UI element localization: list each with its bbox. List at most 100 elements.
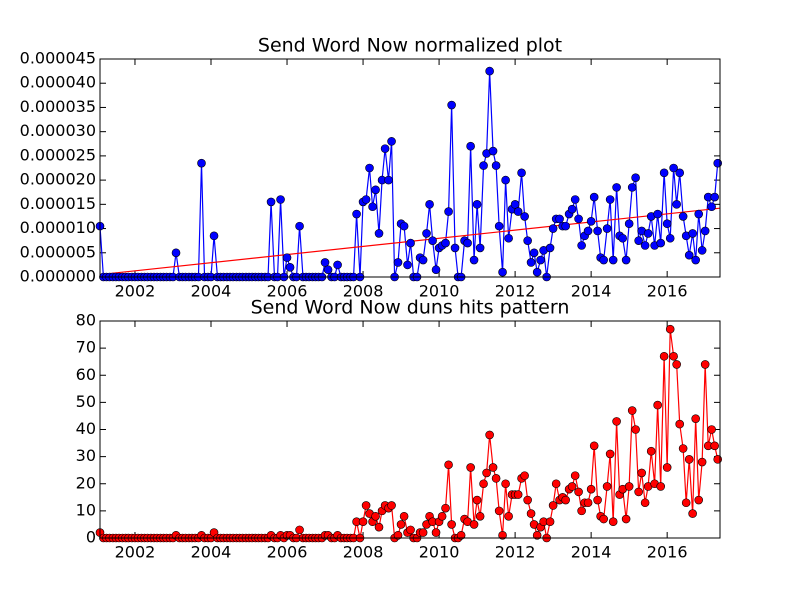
- marker: [548, 224, 558, 233]
- marker: [526, 509, 536, 518]
- marker: [491, 474, 501, 483]
- marker: [532, 267, 542, 277]
- marker: [380, 144, 390, 153]
- marker: [624, 219, 634, 229]
- series-line: [99, 71, 719, 278]
- marker: [700, 226, 710, 236]
- marker: [466, 141, 475, 151]
- y-tick-label: 0.000005: [20, 242, 96, 261]
- marker: [640, 498, 650, 508]
- marker: [688, 509, 697, 518]
- marker: [475, 243, 485, 253]
- marker: [488, 463, 498, 472]
- y-tick-label: 0.000015: [20, 194, 96, 213]
- series-line: [99, 329, 719, 540]
- marker: [425, 200, 434, 209]
- marker: [447, 520, 456, 529]
- marker: [444, 460, 453, 470]
- marker: [602, 482, 612, 491]
- marker: [662, 463, 672, 472]
- marker: [418, 255, 428, 265]
- marker: [437, 511, 447, 521]
- marker: [520, 471, 529, 480]
- marker: [545, 517, 555, 527]
- marker: [577, 506, 586, 516]
- marker: [374, 229, 384, 238]
- marker: [551, 479, 561, 489]
- marker: [406, 525, 415, 535]
- marker: [504, 511, 513, 521]
- x-tick-label: 2012: [495, 282, 536, 301]
- marker: [697, 246, 707, 255]
- marker: [406, 238, 415, 248]
- marker: [447, 100, 456, 110]
- marker: [567, 204, 577, 214]
- marker: [574, 487, 583, 497]
- marker: [371, 185, 380, 195]
- marker: [361, 195, 371, 204]
- marker: [612, 417, 621, 426]
- marker: [643, 229, 653, 238]
- marker: [501, 479, 510, 489]
- marker: [431, 528, 441, 537]
- marker: [691, 255, 700, 265]
- marker: [627, 406, 637, 415]
- marker: [694, 495, 704, 505]
- marker: [555, 214, 564, 224]
- chart-title: Send Word Now normalized plot: [258, 35, 562, 57]
- marker: [469, 520, 479, 529]
- marker: [707, 425, 716, 434]
- marker: [586, 484, 596, 494]
- x-tick-label: 2006: [267, 282, 308, 301]
- marker: [513, 490, 523, 499]
- marker: [333, 260, 342, 270]
- marker: [285, 263, 295, 272]
- x-tick-label: 2014: [571, 282, 612, 301]
- marker: [295, 221, 304, 231]
- marker: [529, 248, 539, 258]
- axes-frame: [99, 58, 721, 278]
- marker: [561, 221, 570, 231]
- marker: [608, 255, 618, 265]
- marker: [634, 487, 643, 497]
- marker: [197, 158, 206, 168]
- marker: [710, 441, 719, 451]
- marker: [659, 168, 669, 178]
- marker: [593, 226, 602, 236]
- marker: [472, 495, 482, 505]
- x-tick-label: 2016: [647, 282, 688, 301]
- marker: [710, 192, 719, 202]
- y-tick-label: 0.000000: [20, 267, 96, 286]
- y-tick-label: 0.000040: [20, 73, 96, 92]
- marker: [656, 238, 665, 248]
- marker: [523, 495, 532, 505]
- marker: [697, 457, 707, 467]
- marker: [444, 207, 453, 216]
- marker: [368, 202, 377, 212]
- y-tick-label: 20: [76, 473, 96, 492]
- marker: [646, 446, 656, 456]
- marker: [371, 511, 380, 521]
- x-tick-label: 2008: [343, 282, 384, 301]
- y-tick-label: 0.000020: [20, 170, 96, 189]
- x-tick-label: 2010: [419, 282, 460, 301]
- marker: [352, 209, 361, 219]
- marker: [631, 173, 640, 182]
- marker: [624, 482, 634, 491]
- marker: [399, 511, 409, 521]
- marker: [488, 146, 498, 156]
- x-tick-label: 2006: [267, 543, 308, 562]
- marker: [422, 229, 431, 238]
- marker: [361, 501, 371, 510]
- marker: [504, 233, 513, 243]
- marker: [526, 258, 536, 267]
- marker: [570, 195, 580, 204]
- marker: [574, 214, 583, 224]
- marker: [384, 175, 393, 185]
- marker: [662, 219, 672, 229]
- marker: [532, 530, 542, 540]
- marker: [491, 161, 501, 170]
- marker: [494, 506, 504, 516]
- marker: [675, 419, 685, 429]
- marker: [602, 224, 612, 233]
